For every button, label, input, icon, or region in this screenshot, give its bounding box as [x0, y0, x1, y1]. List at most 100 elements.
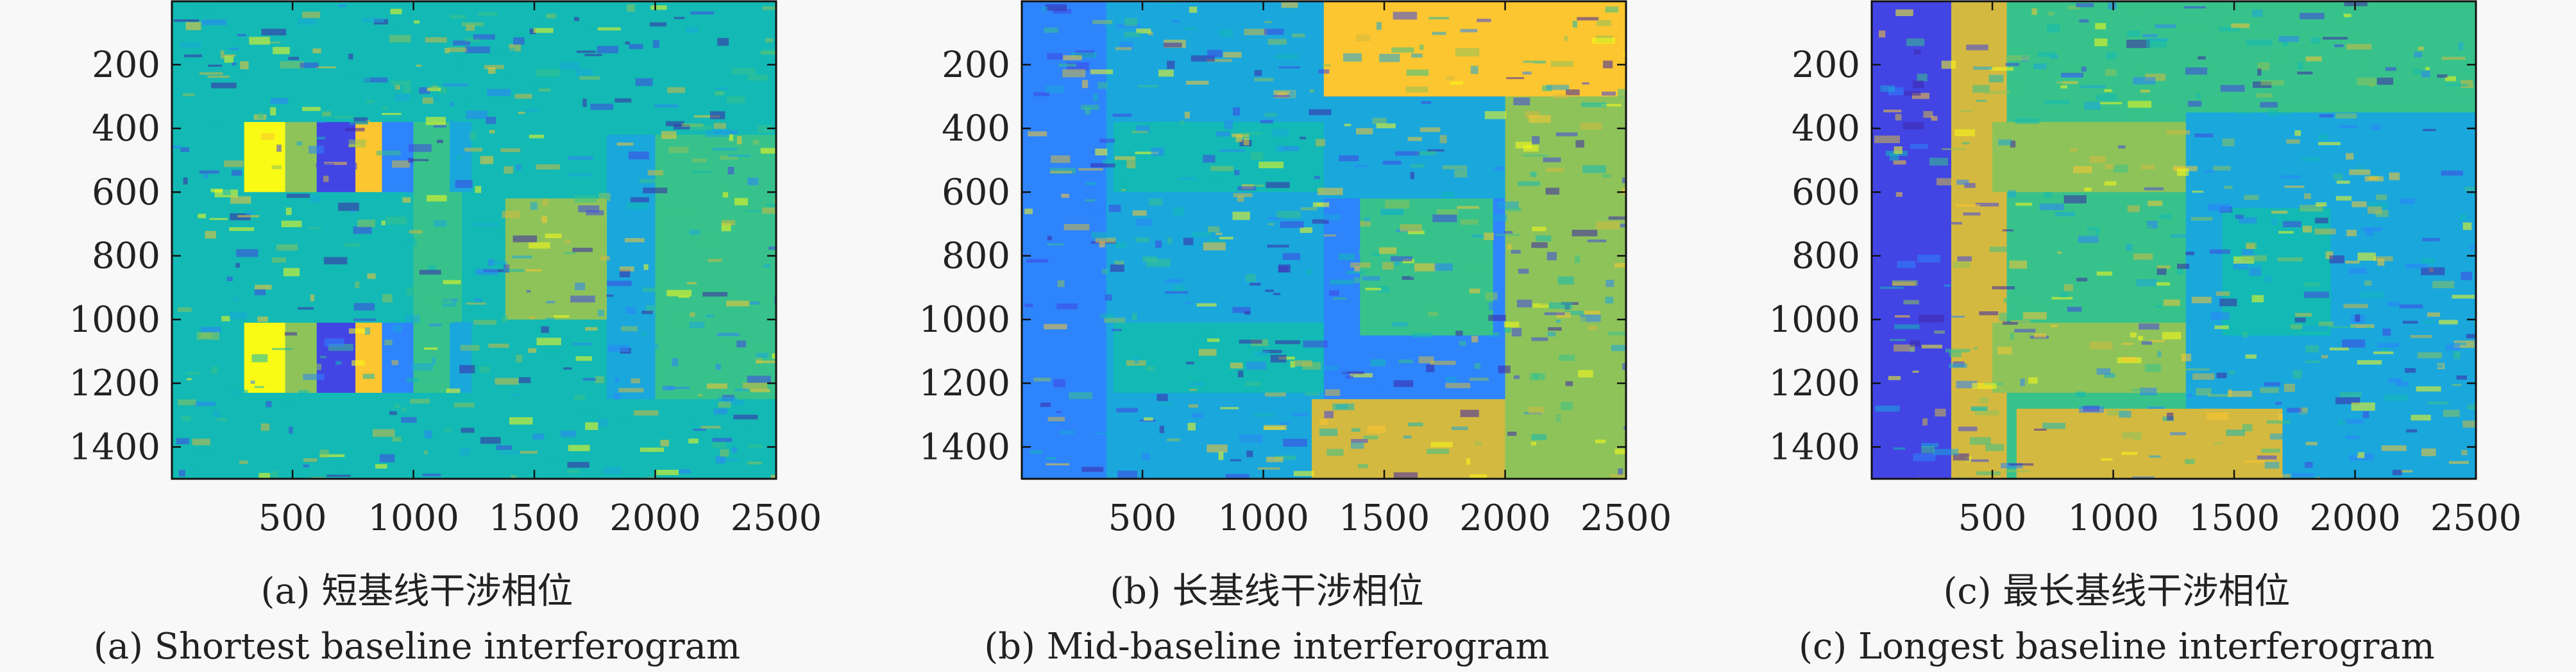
- speckle: [2126, 30, 2140, 37]
- speckle: [2231, 23, 2250, 28]
- speckle: [1400, 224, 1422, 232]
- speckle: [450, 102, 455, 107]
- speckle: [1047, 236, 1052, 241]
- speckle: [1165, 279, 1183, 283]
- speckle: [516, 164, 521, 170]
- speckle: [1989, 246, 2007, 252]
- speckle: [1099, 139, 1115, 143]
- speckle: [1113, 193, 1131, 200]
- speckle: [1239, 340, 1262, 344]
- speckle: [2207, 412, 2229, 420]
- speckle: [626, 4, 635, 12]
- speckle: [310, 194, 320, 203]
- speckle: [1439, 135, 1447, 144]
- speckle: [1561, 402, 1573, 410]
- speckle: [1294, 360, 1312, 366]
- speckle: [465, 24, 475, 31]
- speckle: [2302, 225, 2312, 233]
- speckle: [2163, 299, 2180, 306]
- speckle: [756, 352, 769, 358]
- speckle: [2349, 169, 2371, 175]
- x-tick-label: 2000: [2309, 497, 2401, 539]
- speckle: [1469, 288, 1480, 293]
- speckle: [1267, 223, 1275, 225]
- speckle: [1485, 292, 1498, 300]
- speckle: [1446, 75, 1454, 81]
- speckle: [237, 215, 260, 218]
- speckle: [1045, 4, 1067, 11]
- speckle: [298, 390, 309, 399]
- speckle: [1225, 474, 1250, 479]
- speckle: [1292, 33, 1305, 38]
- speckle: [595, 376, 604, 383]
- speckle: [271, 257, 286, 263]
- speckle: [487, 67, 496, 74]
- speckle: [1185, 80, 1209, 85]
- speckle: [323, 162, 347, 165]
- speckle: [1266, 182, 1290, 188]
- speckle: [1923, 111, 1933, 118]
- speckle: [2382, 328, 2391, 336]
- speckle: [2251, 396, 2257, 401]
- speckle: [1972, 85, 1990, 93]
- speckle: [1575, 255, 1580, 263]
- speckle: [2346, 435, 2359, 440]
- speckle: [1132, 210, 1147, 216]
- speckle: [725, 400, 744, 406]
- speckle: [1160, 402, 1173, 405]
- speckle: [1363, 435, 1378, 440]
- speckle: [513, 235, 538, 243]
- speckle: [2271, 211, 2288, 214]
- speckle: [2396, 381, 2409, 386]
- y-tick-label: 1200: [1768, 363, 1860, 404]
- speckle: [1362, 276, 1380, 281]
- speckle: [273, 47, 290, 55]
- speckle: [1084, 210, 1103, 213]
- speckle: [1965, 459, 1989, 462]
- speckle: [712, 438, 733, 442]
- speckle: [1244, 28, 1267, 35]
- speckle: [2127, 205, 2140, 212]
- speckle: [2139, 323, 2160, 330]
- speckle: [1136, 28, 1151, 34]
- speckle: [1471, 336, 1479, 343]
- speckle: [2466, 334, 2476, 339]
- speckle: [1058, 64, 1077, 67]
- speckle: [495, 377, 519, 385]
- speckle: [1203, 155, 1216, 163]
- speckle: [239, 460, 248, 464]
- speckle: [1203, 242, 1226, 251]
- speckle: [1178, 177, 1197, 180]
- speckle: [720, 449, 729, 457]
- speckle: [423, 450, 428, 454]
- speckle: [2378, 343, 2400, 348]
- speckle: [1455, 331, 1463, 336]
- speckle: [2276, 474, 2291, 479]
- caption-en-a: (a) Shortest baseline interferogram: [93, 626, 741, 668]
- speckle: [2080, 85, 2106, 89]
- speckle: [2351, 402, 2375, 411]
- y-tick-label: 1400: [69, 426, 160, 468]
- speckle: [350, 121, 369, 125]
- speckle: [1392, 322, 1408, 327]
- speckle: [579, 76, 600, 80]
- speckle: [213, 411, 220, 417]
- speckle: [2441, 342, 2467, 345]
- speckle: [308, 146, 325, 154]
- speckle: [2146, 225, 2152, 228]
- speckle: [715, 90, 725, 96]
- speckle: [260, 423, 270, 431]
- speckle: [529, 315, 536, 320]
- speckle: [2436, 370, 2457, 375]
- speckle: [2185, 256, 2210, 261]
- speckle: [732, 67, 756, 74]
- speckle: [1557, 276, 1574, 285]
- speckle: [1270, 354, 1287, 363]
- speckle: [1105, 294, 1112, 301]
- speckle: [230, 196, 251, 204]
- speckle: [2216, 291, 2230, 296]
- speckle: [1278, 264, 1291, 273]
- speckle: [1625, 381, 1626, 385]
- speckle: [1565, 381, 1573, 386]
- speckle: [1921, 345, 1943, 349]
